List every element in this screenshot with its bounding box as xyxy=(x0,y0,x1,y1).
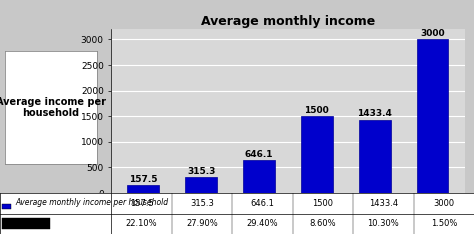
Text: 3000: 3000 xyxy=(433,199,455,208)
Text: 1500: 1500 xyxy=(304,106,329,115)
Bar xyxy=(301,116,333,193)
Text: 8.60%: 8.60% xyxy=(310,219,336,228)
Text: 315.3: 315.3 xyxy=(187,167,215,176)
Bar xyxy=(359,120,391,193)
Bar xyxy=(185,177,217,193)
Text: 27.90%: 27.90% xyxy=(186,219,218,228)
Text: 1500: 1500 xyxy=(312,199,333,208)
Text: 1433.4: 1433.4 xyxy=(369,199,398,208)
Text: 315.3: 315.3 xyxy=(190,199,214,208)
Text: 646.1: 646.1 xyxy=(245,150,273,159)
Bar xyxy=(2,218,50,229)
Text: 3000: 3000 xyxy=(420,29,445,38)
Text: 1.50%: 1.50% xyxy=(430,219,457,228)
Bar xyxy=(417,40,448,193)
Text: 22.10%: 22.10% xyxy=(126,219,157,228)
Text: 10.30%: 10.30% xyxy=(367,219,399,228)
Bar xyxy=(2,204,11,209)
Text: 29.40%: 29.40% xyxy=(246,219,278,228)
Text: Average monthly income per household: Average monthly income per household xyxy=(15,198,168,207)
Bar xyxy=(128,185,159,193)
Text: 1433.4: 1433.4 xyxy=(357,110,392,118)
X-axis label: Catergory: Catergory xyxy=(265,211,310,220)
Text: 157.5: 157.5 xyxy=(130,199,154,208)
Text: 157.5: 157.5 xyxy=(129,175,157,184)
Title: Average monthly income: Average monthly income xyxy=(201,15,375,28)
Text: Average income per
household: Average income per household xyxy=(0,97,106,118)
Bar xyxy=(243,160,275,193)
Text: 646.1: 646.1 xyxy=(251,199,274,208)
